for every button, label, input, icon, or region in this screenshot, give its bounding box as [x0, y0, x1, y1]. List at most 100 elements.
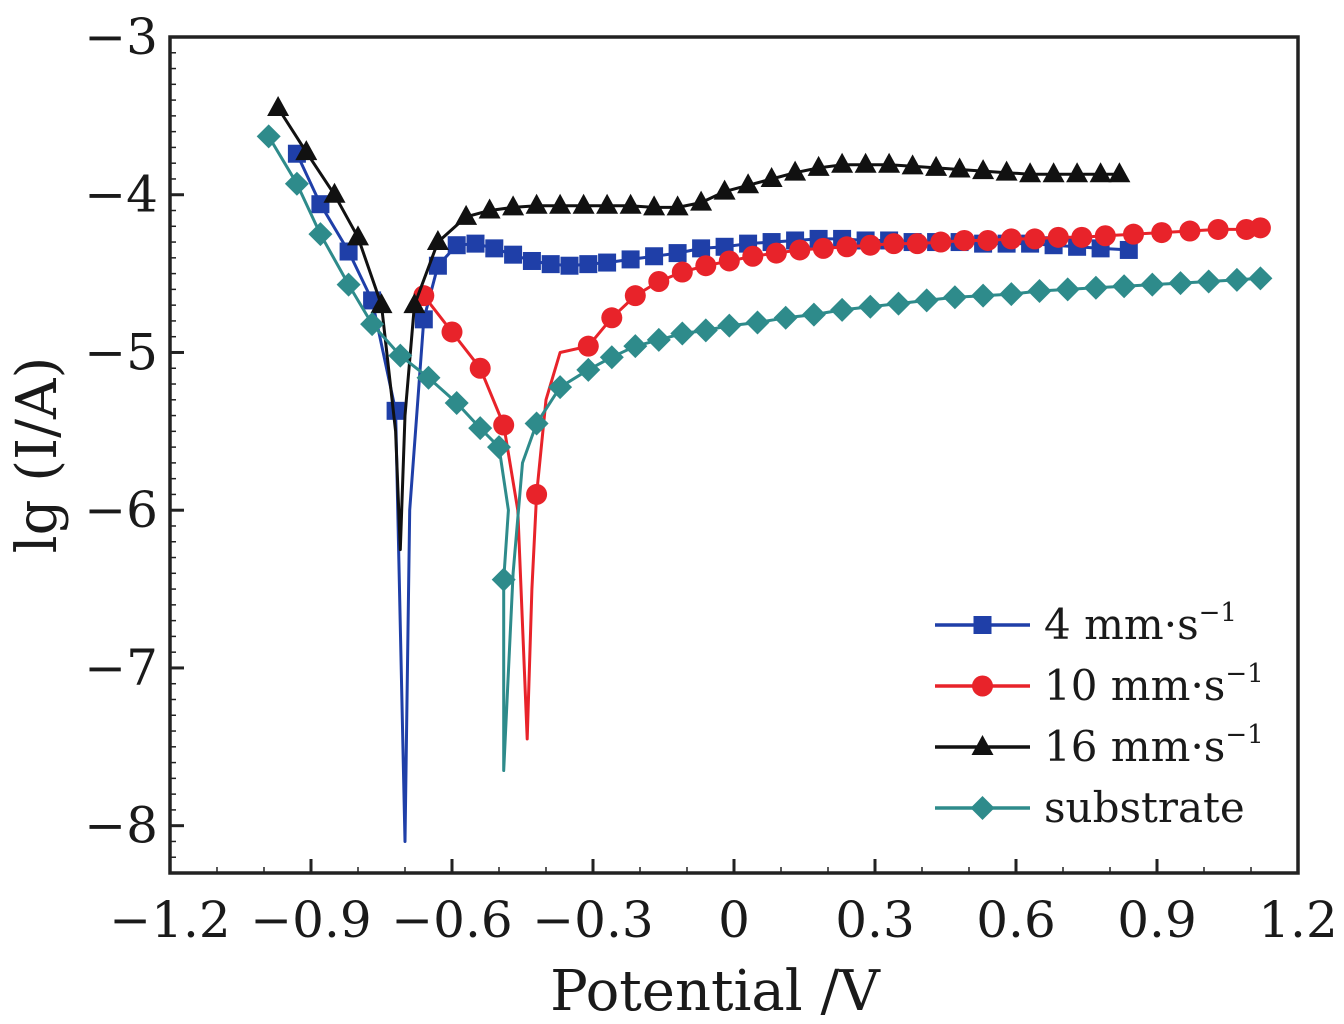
data-point: [441, 321, 463, 343]
data-point: [901, 154, 924, 175]
data-point: [1047, 226, 1069, 248]
data-point: [812, 237, 834, 259]
data-point: [541, 255, 560, 274]
data-point: [666, 195, 689, 216]
data-point: [760, 166, 783, 187]
data-point: [560, 256, 579, 275]
data-point: [624, 285, 646, 307]
data-point: [1083, 275, 1108, 300]
data-point: [267, 95, 290, 116]
data-point: [906, 233, 928, 255]
data-point: [1024, 228, 1046, 250]
data-point: [428, 256, 447, 275]
data-point: [1042, 162, 1065, 183]
data-point: [1249, 217, 1271, 239]
data-point: [925, 155, 948, 176]
data-point: [339, 242, 358, 261]
data-point: [444, 390, 469, 415]
data-point: [1168, 271, 1193, 296]
data-point: [1019, 162, 1042, 183]
data-point: [284, 171, 309, 196]
data-point: [1094, 225, 1116, 247]
data-point: [854, 152, 877, 173]
data-point: [801, 302, 826, 327]
data-point: [859, 234, 881, 256]
data-point: [718, 250, 740, 272]
data-point: [601, 307, 623, 329]
x-axis-label: Potential /V: [550, 959, 881, 1024]
data-point: [577, 335, 599, 357]
data-point: [308, 222, 333, 247]
y-axis-label: lg (I/A): [5, 357, 70, 554]
data-point: [643, 195, 666, 216]
legend-label-main: 10 mm·s: [1044, 661, 1225, 710]
data-point: [323, 182, 346, 203]
x-tick-label: −1.2: [109, 891, 230, 949]
data-point: [336, 272, 361, 297]
data-point: [713, 179, 736, 200]
data-point: [737, 173, 760, 194]
data-point: [953, 229, 975, 251]
data-point: [623, 334, 648, 359]
data-point: [784, 160, 807, 181]
legend-item: substrate: [935, 783, 1245, 832]
legend-item: 4 mm·s−1: [935, 598, 1237, 649]
data-point: [807, 155, 830, 176]
data-point: [971, 283, 996, 308]
series-line: [295, 153, 1129, 843]
data-point: [914, 288, 939, 313]
data-point: [621, 250, 640, 269]
data-point: [972, 159, 995, 180]
x-tick-label: −0.9: [250, 891, 371, 949]
data-point: [426, 230, 449, 251]
data-point: [1224, 267, 1249, 292]
data-point: [311, 195, 330, 214]
data-point: [1196, 269, 1221, 294]
y-tick-label: −5: [84, 323, 158, 381]
series-layer: [256, 95, 1273, 843]
data-point: [599, 345, 624, 370]
x-axis-ticks: −1.2 −0.9 −0.6 −0.3 0 0.3 0.6 0.9 1.2: [109, 859, 1338, 949]
series-3: [267, 95, 1131, 552]
data-point: [485, 239, 504, 258]
data-point: [491, 567, 516, 592]
data-point: [493, 414, 515, 436]
y-tick-label: −8: [84, 797, 158, 855]
data-point: [549, 193, 572, 214]
data-point: [668, 244, 687, 263]
x-tick-label: 0.6: [976, 891, 1056, 949]
data-point: [878, 152, 901, 173]
data-point: [455, 204, 478, 225]
data-point: [948, 157, 971, 178]
data-point: [693, 318, 718, 343]
legend-label-main: 4 mm·s: [1044, 600, 1199, 649]
data-point: [403, 293, 426, 314]
data-point: [670, 321, 695, 346]
data-point: [648, 270, 670, 292]
y-tick-label: −4: [84, 166, 158, 224]
legend-label: 4 mm·s−1: [1044, 598, 1237, 649]
data-point: [572, 193, 595, 214]
data-point: [646, 327, 671, 352]
data-point: [858, 294, 883, 319]
data-point: [883, 233, 905, 255]
data-point: [478, 198, 501, 219]
data-point: [1112, 274, 1137, 299]
legend-label-superscript: −1: [1225, 720, 1263, 750]
legend-label-superscript: −1: [1225, 659, 1263, 689]
data-point: [692, 239, 711, 258]
data-point: [1119, 240, 1138, 259]
data-point: [1089, 162, 1112, 183]
series-2: [413, 217, 1271, 741]
data-point: [596, 193, 619, 214]
data-point: [295, 140, 318, 161]
data-point: [1027, 278, 1052, 303]
data-point: [370, 293, 393, 314]
data-point: [504, 245, 523, 264]
series-4: [256, 124, 1273, 772]
x-tick-label: 0.9: [1117, 891, 1197, 949]
data-point: [1108, 162, 1131, 183]
data-point: [1071, 226, 1093, 248]
data-point: [1066, 162, 1089, 183]
